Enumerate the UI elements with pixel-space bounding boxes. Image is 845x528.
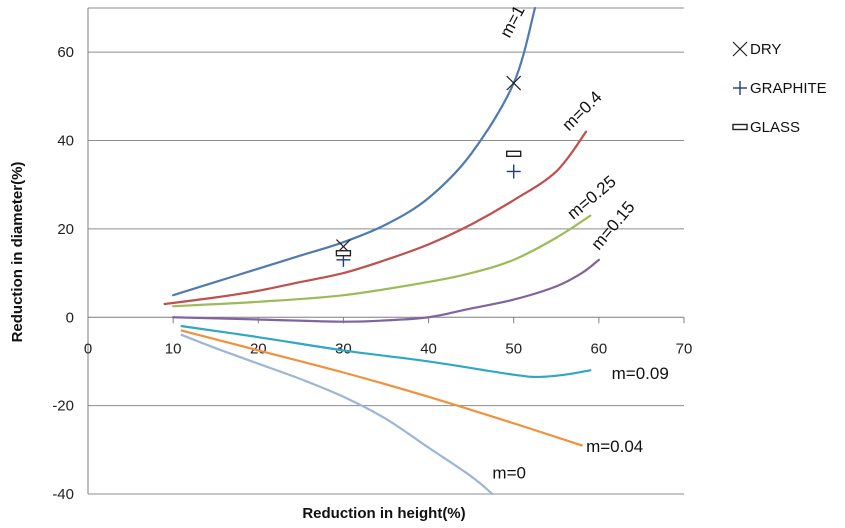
x-tick-label: 30 <box>335 340 352 357</box>
y-tick-label: 20 <box>57 221 74 238</box>
curve-label: m=0.04 <box>586 437 643 456</box>
marker-graphite <box>506 164 521 179</box>
x-tick-label: 0 <box>84 340 92 357</box>
series-line-m-0-15 <box>172 258 600 323</box>
series-line-m-0 <box>180 333 494 496</box>
y-axis-title: Reduction in diameter(%) <box>9 162 26 343</box>
y-tick-label: -40 <box>52 486 74 503</box>
legend-label-graphite: GRAPHITE <box>750 80 827 97</box>
tick-labels: -40 -20 0 20 40 60 0 10 20 30 40 50 60 70 <box>52 44 692 503</box>
curve-label: m=0.09 <box>612 364 669 383</box>
axes <box>87 8 685 494</box>
y-tick-label: 60 <box>57 44 74 61</box>
legend-symbol-dry <box>732 41 748 57</box>
legend: DRY GRAPHITE GLASS <box>732 41 827 136</box>
legend-label-dry: DRY <box>750 41 781 58</box>
series-line-m-0-04 <box>180 329 583 447</box>
marker-glass <box>506 150 522 158</box>
y-tick-label: 0 <box>66 309 74 326</box>
curve-label: m=0 <box>492 464 526 483</box>
marker-dry <box>506 75 522 91</box>
x-tick-label: 20 <box>250 340 267 357</box>
marker-glass <box>335 250 352 257</box>
series-line-m-0-09 <box>180 325 592 379</box>
curve-label: m=0.4 <box>558 87 605 134</box>
x-tick-label: 70 <box>676 340 693 357</box>
x-tick-label: 60 <box>591 340 608 357</box>
x-tick-label: 50 <box>505 340 522 357</box>
y-tick-label: -20 <box>52 398 74 415</box>
x-tick-label: 40 <box>420 340 437 357</box>
x-axis-title: Reduction in height(%) <box>302 505 465 522</box>
x-tick-label: 10 <box>165 340 182 357</box>
series-line-m-0-25 <box>172 214 592 308</box>
series-lines <box>163 6 600 496</box>
data-markers <box>335 75 522 267</box>
legend-label-glass: GLASS <box>750 119 800 136</box>
y-tick-label: 40 <box>57 133 74 150</box>
grid-lines <box>88 7 684 495</box>
curve-labels: m=1m=0.4m=0.25m=0.15m=0.09m=0.04m=0 <box>492 2 668 482</box>
legend-symbol-graphite <box>733 81 747 95</box>
series-line-m-0-4 <box>163 130 588 306</box>
series-line-m-1 <box>172 6 537 297</box>
legend-symbol-glass <box>732 123 748 131</box>
